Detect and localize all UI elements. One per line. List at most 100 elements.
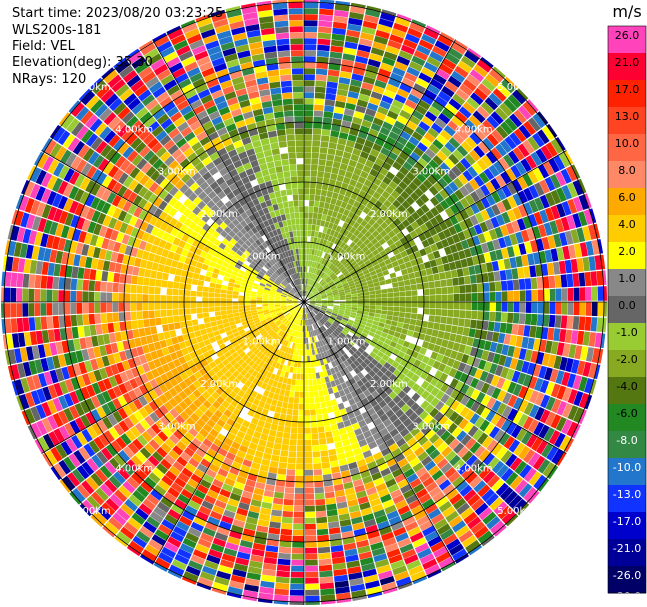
velocity-gate [320, 141, 329, 148]
velocity-gate [251, 462, 261, 470]
velocity-gate [437, 523, 451, 535]
velocity-gate [449, 454, 461, 467]
velocity-gate [469, 475, 482, 489]
velocity-gate [282, 201, 289, 209]
velocity-gate [328, 334, 334, 341]
velocity-gate [287, 334, 292, 341]
velocity-gate [485, 410, 496, 422]
velocity-gate [232, 370, 240, 378]
velocity-gate [307, 367, 312, 374]
velocity-gate [315, 402, 321, 410]
velocity-gate [322, 467, 332, 475]
velocity-gate [304, 44, 317, 51]
velocity-gate [441, 561, 456, 572]
velocity-gate [356, 313, 363, 318]
velocity-gate [363, 430, 372, 439]
velocity-gate [315, 80, 327, 88]
velocity-gate [545, 396, 556, 411]
velocity-gate [70, 314, 78, 327]
velocity-gate [280, 214, 287, 221]
velocity-gate [179, 515, 193, 527]
velocity-gate [305, 307, 307, 314]
velocity-gate [402, 340, 411, 348]
velocity-gate [284, 327, 289, 333]
velocity-gate [570, 330, 579, 344]
velocity-gate [371, 547, 386, 557]
velocity-gate [421, 320, 429, 328]
velocity-gate [554, 432, 566, 448]
velocity-gate [335, 495, 347, 504]
velocity-gate [330, 545, 344, 553]
velocity-gate [266, 344, 273, 351]
velocity-gate [227, 536, 241, 546]
velocity-gate [299, 254, 302, 261]
velocity-gate [299, 206, 304, 213]
velocity-gate [202, 312, 210, 318]
velocity-gate [318, 334, 323, 340]
velocity-gate [311, 152, 319, 159]
velocity-gate [518, 313, 526, 325]
velocity-gate [356, 458, 367, 467]
velocity-gate [264, 342, 270, 349]
velocity-gate [338, 309, 345, 313]
velocity-gate [349, 436, 358, 445]
velocity-gate [309, 304, 315, 307]
velocity-gate [430, 397, 440, 407]
velocity-gate [214, 453, 225, 463]
velocity-gate [301, 349, 304, 356]
velocity-gate [332, 429, 340, 437]
velocity-gate [289, 391, 295, 398]
velocity-gate [414, 446, 425, 457]
velocity-gate [177, 548, 192, 560]
velocity-gate [304, 469, 314, 476]
velocity-gate [319, 310, 326, 314]
velocity-gate [195, 433, 206, 443]
velocity-gate [385, 437, 396, 447]
velocity-gate [209, 484, 221, 494]
velocity-gate [258, 592, 274, 601]
velocity-gate [427, 569, 442, 579]
velocity-gate [260, 395, 268, 403]
velocity-gate [185, 505, 198, 516]
velocity-gate [279, 389, 286, 396]
velocity-gate [452, 360, 461, 370]
velocity-gate [124, 311, 131, 321]
velocity-gate [589, 379, 597, 395]
velocity-gate [142, 294, 149, 302]
velocity-gate [346, 302, 352, 305]
velocity-gate [328, 318, 334, 323]
velocity-gate [245, 357, 252, 365]
velocity-gate [434, 315, 441, 323]
velocity-gate [339, 307, 346, 311]
velocity-gate [280, 324, 286, 330]
velocity-gate [327, 515, 339, 523]
velocity-gate [436, 458, 449, 470]
velocity-gate [341, 439, 351, 447]
velocity-gate [320, 401, 327, 409]
velocity-gate [550, 341, 559, 355]
velocity-gate [348, 339, 356, 346]
velocity-gate [258, 360, 265, 368]
velocity-gate [167, 281, 174, 289]
velocity-gate [430, 387, 440, 397]
velocity-gate [206, 554, 221, 565]
velocity-gate [178, 289, 185, 296]
velocity-gate [324, 376, 330, 383]
velocity-gate [300, 331, 303, 338]
velocity-gate [185, 462, 197, 473]
velocity-gate [464, 375, 474, 386]
velocity-gate [155, 557, 171, 569]
velocity-gate [391, 404, 401, 414]
velocity-gate [204, 494, 217, 505]
velocity-gate [373, 553, 388, 563]
velocity-gate [489, 363, 498, 375]
velocity-gate [264, 51, 278, 59]
velocity-gate [100, 281, 107, 292]
velocity-gate [146, 516, 161, 529]
velocity-gate [409, 318, 417, 326]
velocity-gate [256, 302, 263, 305]
velocity-gate [584, 394, 593, 410]
velocity-gate [282, 92, 293, 100]
velocity-gate [304, 92, 315, 99]
velocity-gate [479, 419, 490, 432]
